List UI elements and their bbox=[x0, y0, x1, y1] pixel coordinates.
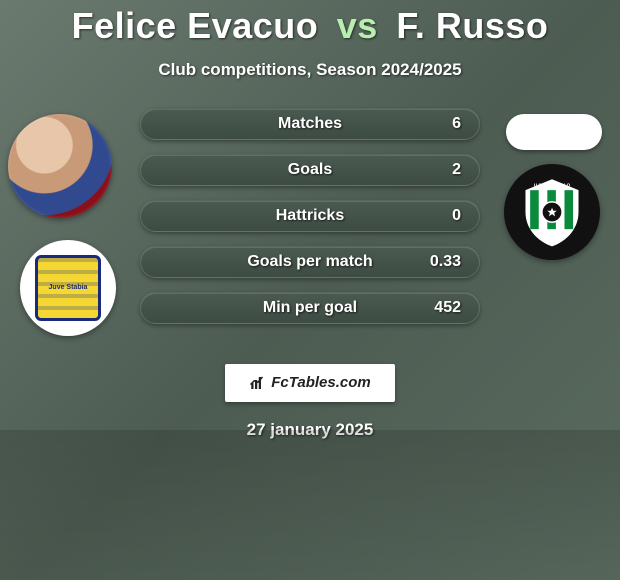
chart-icon bbox=[249, 374, 267, 392]
comparison-stage: Juve Stabia U.S. SASSUOLO Matches 6 Goal… bbox=[0, 104, 620, 344]
stat-label: Min per goal bbox=[263, 299, 357, 317]
player1-club-badge: Juve Stabia bbox=[20, 240, 116, 336]
title-vs: vs bbox=[337, 5, 378, 46]
stat-value-p2: 0.33 bbox=[430, 253, 461, 271]
crest-text-right: U.S. SASSUOLO bbox=[534, 182, 571, 187]
stats-column: Matches 6 Goals 2 Hattricks 0 Goals per … bbox=[140, 108, 480, 324]
crest-text-left: Juve Stabia bbox=[49, 284, 88, 292]
stat-value-p2: 0 bbox=[452, 207, 461, 225]
brand-box[interactable]: FcTables.com bbox=[225, 364, 395, 402]
brand-text: FcTables.com bbox=[271, 374, 370, 391]
player2-club-badge: U.S. SASSUOLO bbox=[504, 164, 600, 260]
page-title: Felice Evacuo vs F. Russo bbox=[0, 0, 620, 46]
sassuolo-crest-icon: U.S. SASSUOLO bbox=[513, 173, 591, 251]
stat-label: Hattricks bbox=[276, 207, 344, 225]
juve-stabia-crest: Juve Stabia bbox=[35, 255, 101, 321]
stat-value-p2: 452 bbox=[434, 299, 461, 317]
subtitle: Club competitions, Season 2024/2025 bbox=[0, 60, 620, 80]
stat-label: Goals per match bbox=[247, 253, 372, 271]
title-player2: F. Russo bbox=[396, 5, 548, 46]
stat-row-hattricks: Hattricks 0 bbox=[140, 200, 480, 232]
player1-avatar bbox=[8, 114, 112, 218]
stat-row-matches: Matches 6 bbox=[140, 108, 480, 140]
stat-label: Matches bbox=[278, 115, 342, 133]
title-player1: Felice Evacuo bbox=[72, 5, 319, 46]
stat-row-mpg: Min per goal 452 bbox=[140, 292, 480, 324]
stat-label: Goals bbox=[288, 161, 332, 179]
stat-value-p2: 6 bbox=[452, 115, 461, 133]
stat-row-gpm: Goals per match 0.33 bbox=[140, 246, 480, 278]
stat-row-goals: Goals 2 bbox=[140, 154, 480, 186]
stat-value-p2: 2 bbox=[452, 161, 461, 179]
player2-avatar-placeholder bbox=[506, 114, 602, 150]
background-band bbox=[0, 430, 620, 580]
